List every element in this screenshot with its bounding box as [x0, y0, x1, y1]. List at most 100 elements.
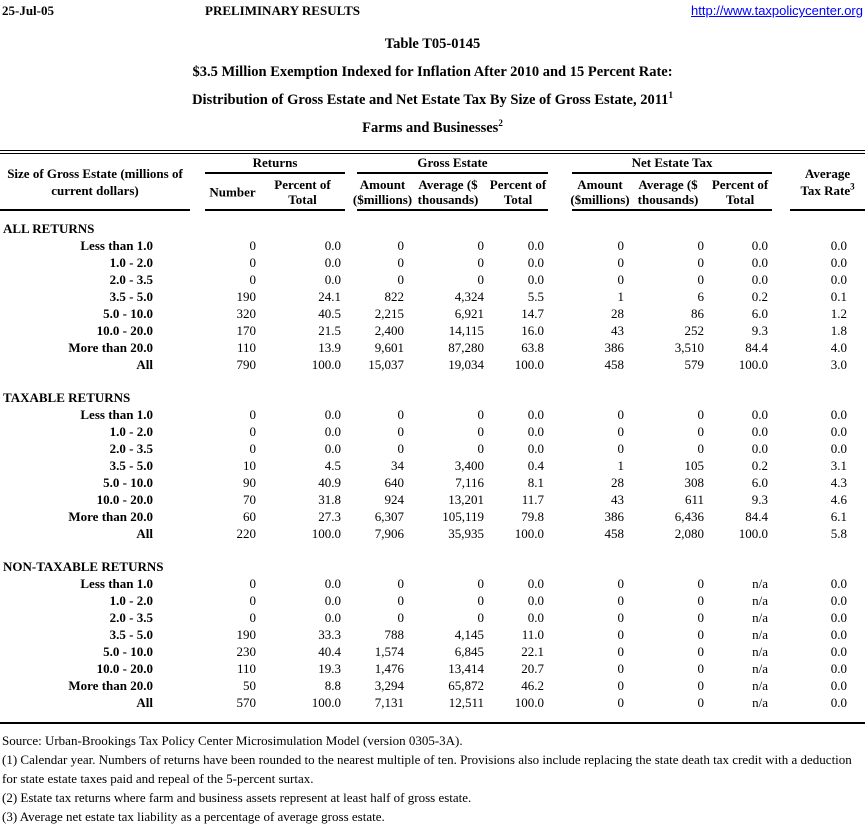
spacer-cell	[190, 643, 205, 660]
row-label: Less than 1.0	[80, 575, 153, 591]
table-cell: 7,131	[374, 694, 404, 710]
table-cell: 0	[397, 592, 405, 608]
table-cell: 9.3	[751, 491, 769, 507]
table-cell: 3.0	[830, 356, 848, 372]
row-label: 1.0 - 2.0	[109, 423, 153, 439]
spacer-cell	[548, 406, 572, 423]
table-cell: 0	[477, 254, 485, 270]
title-block: Table T05-0145 $3.5 Million Exemption In…	[0, 36, 865, 137]
row-label: Less than 1.0	[80, 237, 153, 253]
table-body: ALL RETURNS Less than 1.0 0 0.0 0 0 0.0 0 0 0.0 0.…	[0, 210, 865, 723]
spacer-cell	[772, 457, 790, 474]
footnote-ref-1: 1	[668, 90, 673, 101]
table-cell: 0.0	[751, 237, 769, 253]
table-cell: n/a	[752, 575, 769, 591]
table-cell: 190	[236, 288, 257, 304]
table-cell: 0	[249, 440, 257, 456]
table-cell: 2,215	[374, 305, 404, 321]
table-row: 5.0 - 10.0 230 40.4 1,574 6,845 22.1 0 0 n/a 0.0	[0, 643, 865, 660]
footnotes: Source: Urban-Brookings Tax Policy Cente…	[0, 731, 865, 826]
table-cell: 31.8	[318, 491, 341, 507]
table-cell: 0.0	[324, 406, 341, 422]
spacer-row	[0, 711, 865, 723]
table-cell: 0	[617, 237, 625, 253]
spacer-cell	[772, 305, 790, 322]
spacer-cell	[772, 609, 790, 626]
spacer-cell	[548, 474, 572, 491]
table-cell: 0	[249, 575, 257, 591]
table-cell: 28	[611, 474, 625, 490]
table-cell: 0	[617, 440, 625, 456]
table-cell: 0.0	[324, 423, 341, 439]
spacer-cell	[190, 626, 205, 643]
table-cell: 611	[684, 491, 705, 507]
table-cell: 1.2	[830, 305, 848, 321]
row-label: 1.0 - 2.0	[109, 254, 153, 270]
table-cell: 0	[617, 660, 625, 676]
row-label: 2.0 - 3.5	[109, 609, 153, 625]
table-header: Size of Gross Estate (millions of curren…	[0, 152, 865, 211]
spacer-cell	[345, 457, 357, 474]
table-cell: 21.5	[318, 322, 341, 338]
row-label: 10.0 - 20.0	[96, 322, 153, 338]
table-cell: 0	[697, 254, 705, 270]
spacer-cell	[548, 660, 572, 677]
table-cell: 6	[697, 288, 705, 304]
spacer-cell	[190, 491, 205, 508]
table-row: 1.0 - 2.0 0 0.0 0 0 0.0 0 0 0.0 0.0	[0, 254, 865, 271]
table-cell: 220	[236, 525, 257, 541]
footnote-3: (3) Average net estate tax liability as …	[2, 809, 385, 824]
group-header-returns: Returns	[205, 152, 345, 174]
table-cell: 0	[249, 406, 257, 422]
table-cell: 0	[697, 694, 705, 710]
column-header-gross-average: Average ($ thousands)	[408, 173, 488, 211]
column-header-net-amount: Amount ($millions)	[570, 173, 630, 211]
table-cell: 100.0	[311, 356, 341, 372]
table-cell: 6,921	[454, 305, 484, 321]
table-cell: 0	[397, 237, 405, 253]
table-cell: 4,324	[454, 288, 484, 304]
table-cell: 1.8	[830, 322, 848, 338]
table-row: 3.5 - 5.0 190 24.1 822 4,324 5.5 1 6 0.2 0.1	[0, 288, 865, 305]
table-cell: 0.0	[830, 423, 848, 439]
row-label: 10.0 - 20.0	[96, 660, 153, 676]
table-cell: 11.0	[521, 626, 545, 642]
footnote-ref-2: 2	[498, 118, 503, 129]
spacer-cell	[772, 491, 790, 508]
table-cell: 0	[477, 592, 485, 608]
table-cell: 3.1	[830, 457, 848, 473]
table-cell: 100.0	[738, 525, 769, 541]
table-cell: 0.0	[527, 609, 545, 625]
table-cell: 8.8	[324, 677, 341, 693]
table-cell: 230	[236, 643, 257, 659]
spacer-cell	[548, 626, 572, 643]
table-cell: 0	[249, 271, 257, 287]
spacer-cell	[772, 237, 790, 254]
row-label: 2.0 - 3.5	[109, 440, 153, 456]
taxpolicycenter-link[interactable]: http://www.taxpolicycenter.org	[691, 3, 863, 18]
table-cell: 0	[477, 609, 485, 625]
table-cell: 3,294	[374, 677, 404, 693]
table-cell: 100.0	[311, 694, 341, 710]
spacer-cell	[772, 525, 790, 542]
spacer-column	[548, 152, 572, 210]
table-row: 1.0 - 2.0 0 0.0 0 0 0.0 0 0 0.0 0.0	[0, 423, 865, 440]
spacer-cell	[345, 423, 357, 440]
table-row: More than 20.0 60 27.3 6,307 105,119 79.8 386 6…	[0, 508, 865, 525]
table-cell: 8.1	[527, 474, 545, 490]
table-cell: 11.7	[521, 491, 545, 507]
table-cell: 6,307	[374, 508, 404, 524]
table-cell: 0	[617, 609, 625, 625]
table-cell: 0	[697, 660, 705, 676]
preliminary-results-label: PRELIMINARY RESULTS	[205, 3, 360, 18]
column-header-gross-amount: Amount ($millions)	[353, 173, 412, 211]
table-cell: 570	[236, 694, 257, 710]
table-cell: 7,906	[374, 525, 404, 541]
table-cell: 0.0	[830, 643, 848, 659]
spacer-cell	[548, 356, 572, 373]
table-row: 10.0 - 20.0 70 31.8 924 13,201 11.7 43 611 9.3 4.…	[0, 491, 865, 508]
spacer-cell	[190, 609, 205, 626]
table-cell: 458	[604, 356, 625, 372]
table-row: 2.0 - 3.5 0 0.0 0 0 0.0 0 0 n/a 0.0	[0, 609, 865, 626]
table-cell: 924	[384, 491, 405, 507]
